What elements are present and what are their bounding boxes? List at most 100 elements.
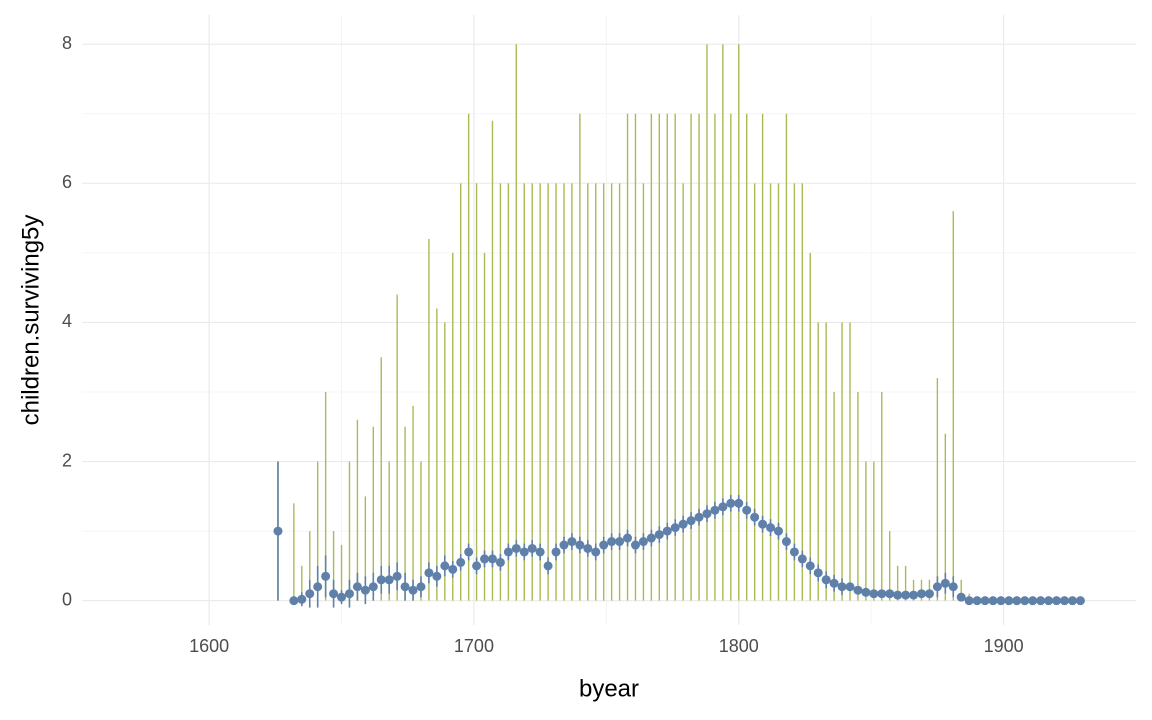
mean-point xyxy=(638,537,648,547)
mean-point xyxy=(384,575,394,585)
mean-point xyxy=(686,516,696,526)
mean-point xyxy=(424,568,434,578)
mean-point xyxy=(670,523,680,533)
mean-point xyxy=(893,590,903,600)
mean-point xyxy=(773,526,783,536)
mean-point xyxy=(511,543,521,553)
mean-point xyxy=(1012,596,1022,606)
mean-point xyxy=(909,590,919,600)
mean-point xyxy=(464,547,474,557)
mean-point xyxy=(368,582,378,592)
mean-point xyxy=(662,526,672,536)
mean-point xyxy=(916,589,926,599)
x-tick-label: 1700 xyxy=(454,636,494,656)
mean-point xyxy=(972,596,982,606)
mean-point xyxy=(678,519,688,529)
y-tick-label: 2 xyxy=(62,450,72,470)
mean-point xyxy=(781,537,791,547)
x-axis-title: byear xyxy=(579,675,639,702)
mean-point xyxy=(718,502,728,512)
mean-point xyxy=(861,587,871,597)
mean-point xyxy=(607,537,617,547)
mean-point xyxy=(813,568,823,578)
mean-point xyxy=(567,537,577,547)
y-tick-label: 6 xyxy=(62,172,72,192)
mean-point xyxy=(456,557,466,567)
mean-point xyxy=(734,498,744,508)
mean-point xyxy=(1052,596,1062,606)
mean-point xyxy=(400,582,410,592)
mean-point xyxy=(797,554,807,564)
mean-point xyxy=(1036,596,1046,606)
mean-point xyxy=(789,547,799,557)
mean-point xyxy=(305,589,315,599)
mean-point xyxy=(273,526,283,536)
x-tick-label: 1800 xyxy=(719,636,759,656)
mean-point xyxy=(869,589,879,599)
mean-point xyxy=(432,571,442,581)
mean-point xyxy=(472,561,482,571)
mean-point xyxy=(853,585,863,595)
mean-point xyxy=(694,512,704,522)
mean-point xyxy=(527,543,537,553)
mean-point xyxy=(646,533,656,543)
mean-point xyxy=(750,512,760,522)
mean-point xyxy=(710,505,720,515)
mean-point xyxy=(766,523,776,533)
mean-point xyxy=(543,561,553,571)
mean-point xyxy=(1044,596,1054,606)
mean-point xyxy=(408,585,418,595)
mean-point xyxy=(599,540,609,550)
x-tick-label: 1900 xyxy=(984,636,1024,656)
mean-point xyxy=(924,589,934,599)
mean-point xyxy=(623,533,633,543)
mean-point xyxy=(1020,596,1030,606)
y-tick-label: 8 xyxy=(62,33,72,53)
mean-point xyxy=(448,564,458,574)
mean-point xyxy=(575,540,585,550)
mean-point xyxy=(329,589,339,599)
y-tick-label: 0 xyxy=(62,589,72,609)
mean-point xyxy=(392,571,402,581)
mean-point xyxy=(591,547,601,557)
mean-point xyxy=(344,589,354,599)
mean-point xyxy=(313,582,323,592)
mean-point xyxy=(821,575,831,585)
mean-point xyxy=(337,592,347,602)
mean-point xyxy=(321,571,331,581)
mean-point xyxy=(877,589,887,599)
mean-point xyxy=(416,582,426,592)
mean-point xyxy=(487,554,497,564)
mean-point xyxy=(297,594,307,604)
mean-point xyxy=(440,561,450,571)
mean-point xyxy=(289,596,299,606)
mean-point xyxy=(996,596,1006,606)
mean-point xyxy=(559,540,569,550)
mean-point xyxy=(932,582,942,592)
mean-point xyxy=(1075,596,1085,606)
mean-point xyxy=(376,575,386,585)
mean-point xyxy=(535,547,545,557)
x-tick-label: 1600 xyxy=(189,636,229,656)
mean-point xyxy=(988,596,998,606)
y-axis-title: children.surviving5y xyxy=(17,215,44,426)
mean-point xyxy=(758,519,768,529)
mean-point xyxy=(1059,596,1069,606)
mean-point xyxy=(885,589,895,599)
mean-point xyxy=(805,561,815,571)
mean-point xyxy=(837,582,847,592)
mean-point xyxy=(519,547,529,557)
mean-point xyxy=(630,540,640,550)
mean-point xyxy=(615,537,625,547)
mean-point xyxy=(829,578,839,588)
mean-point xyxy=(503,547,513,557)
mean-point xyxy=(551,547,561,557)
mean-point xyxy=(352,582,362,592)
mean-point xyxy=(583,543,593,553)
mean-point xyxy=(964,596,974,606)
mean-point xyxy=(940,578,950,588)
mean-point xyxy=(726,498,736,508)
mean-point xyxy=(1067,596,1077,606)
mean-point xyxy=(702,509,712,519)
